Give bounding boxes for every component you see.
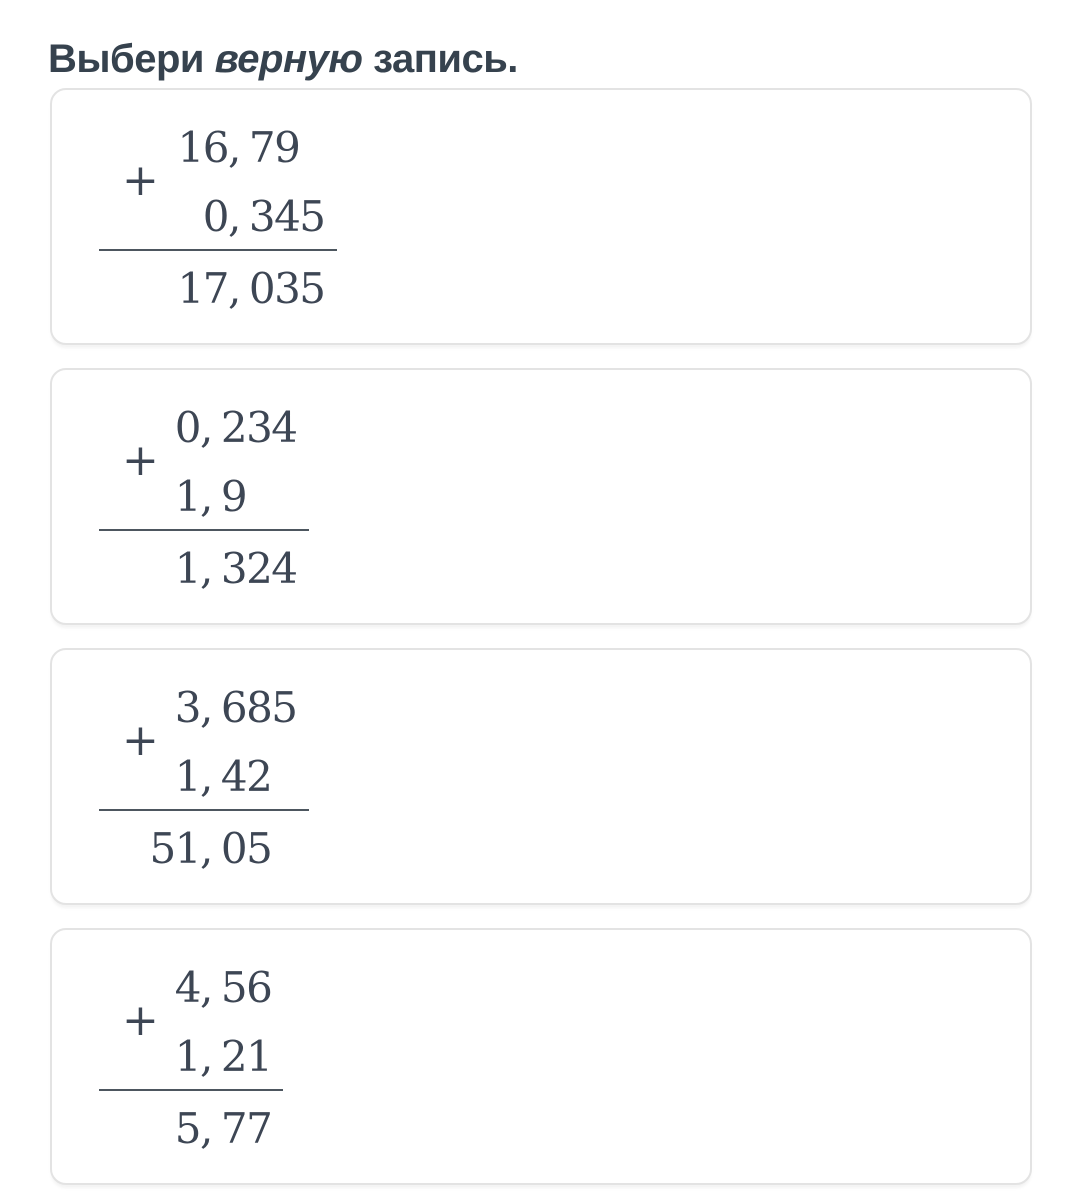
sum-int: 5 [174, 1103, 202, 1153]
plus-operator: + [122, 154, 159, 206]
addend-row-1: 0, 234 [172, 391, 298, 463]
title-emphasis: верную [214, 37, 363, 81]
sum-row: 17, 035 [172, 252, 337, 324]
page-title: Выбери верную запись. [48, 38, 1032, 80]
addend-dec: 685 [220, 682, 298, 732]
decimal-comma: , [200, 682, 213, 732]
answer-option-4[interactable]: + 4, 56 1, 21 5, 77 [50, 928, 1032, 1185]
sum-row: 1, 324 [172, 532, 309, 604]
sum-int: 51 [149, 823, 202, 873]
addend-int: 3 [174, 682, 202, 732]
sum-dec: 77 [220, 1103, 273, 1153]
decimal-comma: , [200, 471, 213, 521]
sum-dec: 05 [220, 823, 273, 873]
decimal-comma: , [228, 122, 241, 172]
addend-row-2: 0, 345 [172, 183, 326, 249]
answer-option-1[interactable]: + 16, 79 0, 345 17, 035 [50, 88, 1032, 345]
answer-option-3[interactable]: + 3, 685 1, 42 51, 05 [50, 648, 1032, 905]
addend-dec: 21 [220, 1031, 273, 1081]
addend-row-2: 1, 42 [172, 743, 297, 809]
addend-dec: 9 [220, 471, 248, 521]
decimal-comma: , [200, 823, 213, 873]
sum-row: 5, 77 [172, 1092, 283, 1164]
addend-dec: 79 [248, 122, 301, 172]
addend-dec: 42 [220, 751, 273, 801]
decimal-comma: , [200, 751, 213, 801]
answer-options: + 16, 79 0, 345 17, 035 [50, 88, 1080, 1185]
addend-int: 16 [177, 122, 230, 172]
addend-dec: 56 [220, 962, 273, 1012]
addend-row-2: 1, 21 [172, 1023, 273, 1089]
decimal-comma: , [200, 402, 213, 452]
sum-dec: 035 [248, 263, 326, 313]
addend-row-1: 4, 56 [172, 951, 273, 1023]
addend-row-1: 3, 685 [172, 671, 298, 743]
plus-operator: + [122, 994, 159, 1046]
decimal-comma: , [200, 1103, 213, 1153]
sum-dec: 324 [220, 543, 298, 593]
column-addition-1: + 16, 79 0, 345 17, 035 [99, 111, 337, 324]
column-addition-4: + 4, 56 1, 21 5, 77 [99, 951, 284, 1164]
plus-operator: + [122, 434, 159, 486]
addend-dec: 234 [220, 402, 298, 452]
column-addition-3: + 3, 685 1, 42 51, 05 [99, 671, 309, 884]
sum-int: 17 [177, 263, 230, 313]
title-prefix: Выбери [48, 37, 215, 81]
column-addition-2: + 0, 234 1,9 1, 324 [99, 391, 309, 604]
addend-int: 0 [174, 402, 202, 452]
title-suffix: запись. [362, 37, 518, 81]
addend-dec: 345 [248, 191, 326, 241]
addend-int: 1 [174, 751, 202, 801]
plus-operator: + [122, 714, 159, 766]
addend-int: 1 [174, 1031, 202, 1081]
addend-row-2: 1,9 [172, 463, 297, 529]
addend-int: 4 [174, 962, 202, 1012]
addend-row-1: 16, 79 [172, 111, 325, 183]
addend-int: 0 [202, 191, 230, 241]
addend-int: 1 [174, 471, 202, 521]
answer-option-2[interactable]: + 0, 234 1,9 1, 324 [50, 368, 1032, 625]
decimal-comma: , [228, 191, 241, 241]
decimal-comma: , [200, 543, 213, 593]
sum-row: 51, 05 [150, 812, 309, 884]
decimal-comma: , [200, 1031, 213, 1081]
sum-int: 1 [174, 543, 202, 593]
decimal-comma: , [228, 263, 241, 313]
decimal-comma: , [200, 962, 213, 1012]
